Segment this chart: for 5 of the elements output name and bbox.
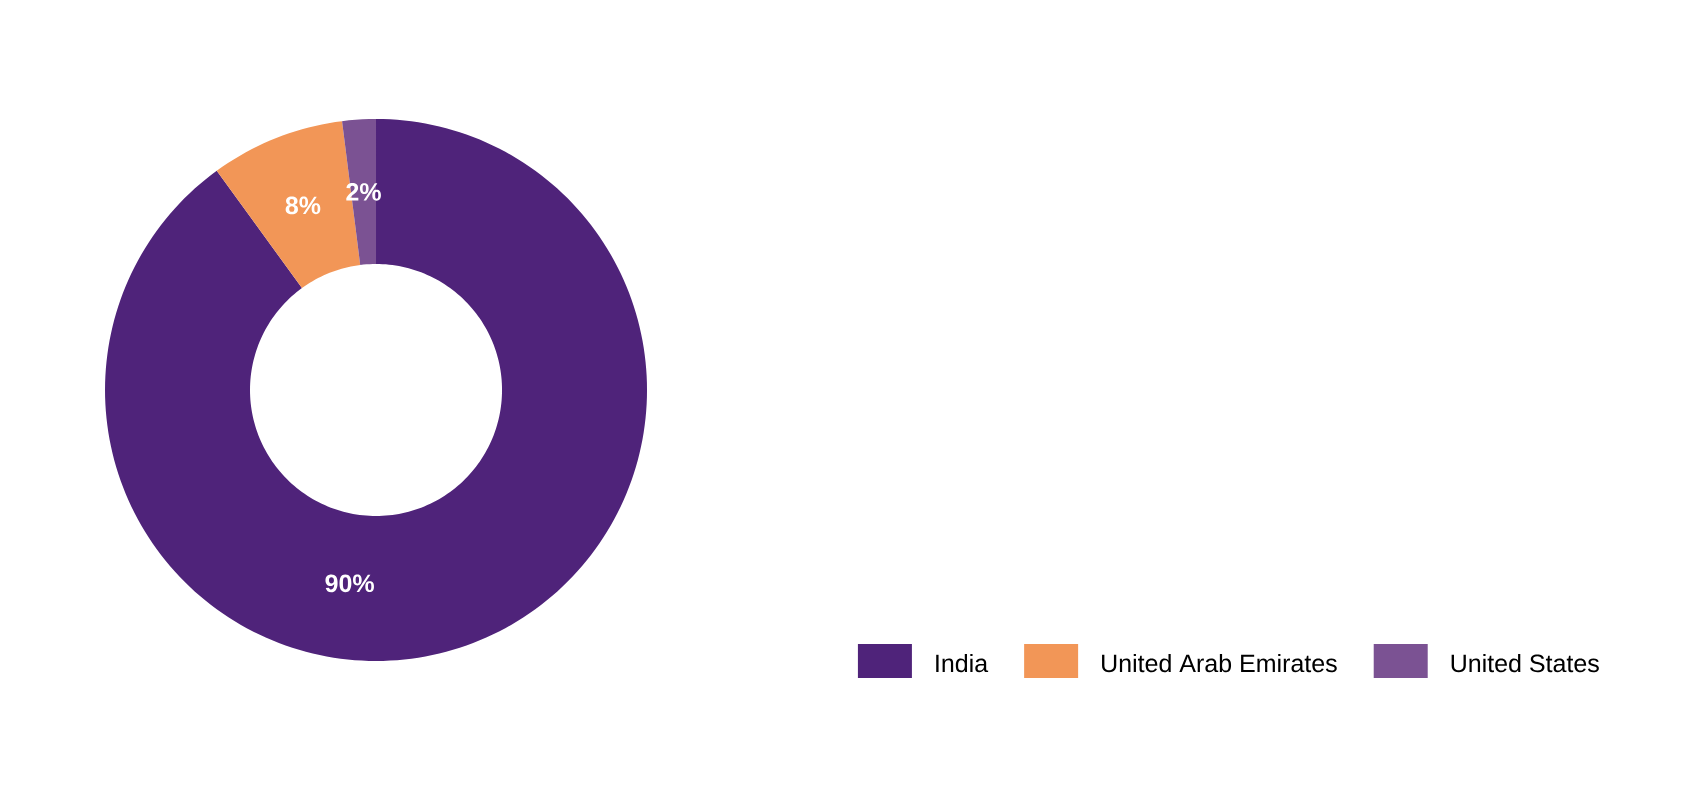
- data-label: 90%: [325, 574, 374, 593]
- legend-label: United Arab Emirates: [1102, 653, 1337, 673]
- legend-label: India: [936, 653, 989, 673]
- legend-label: United States: [1451, 653, 1599, 673]
- data-label: 8%: [285, 196, 321, 215]
